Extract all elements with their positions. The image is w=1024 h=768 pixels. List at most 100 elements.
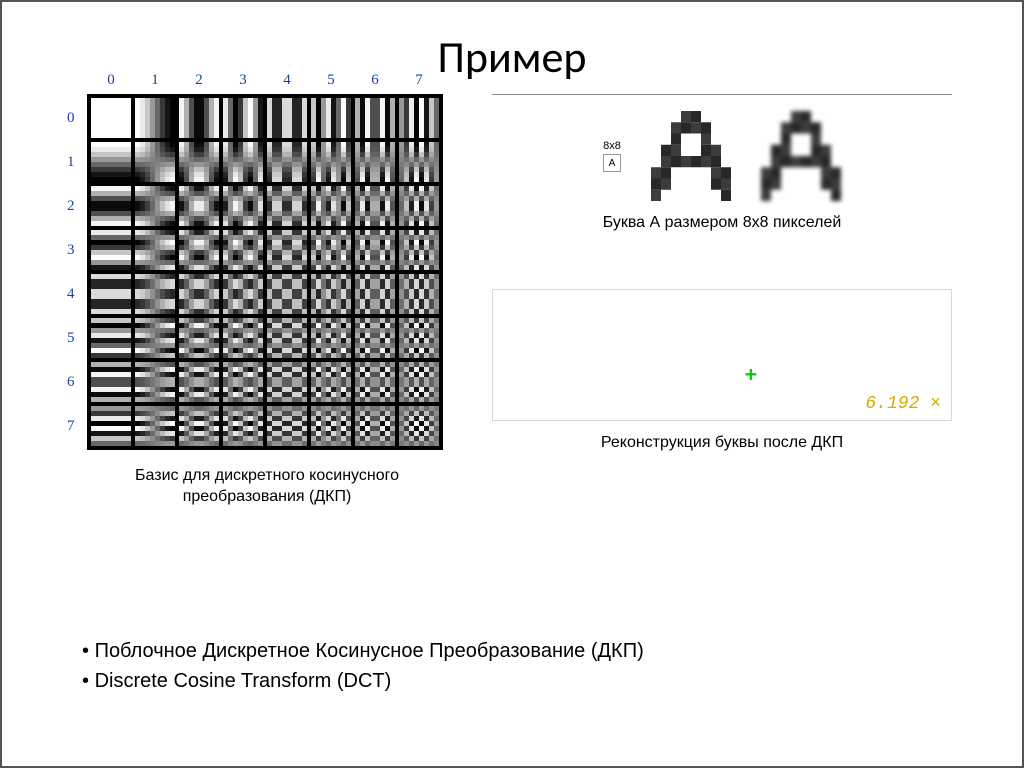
dct-basis-cell — [355, 406, 395, 446]
dct-basis-cell — [179, 274, 219, 314]
dct-basis-grid: 01234567 01234567 — [87, 94, 447, 454]
dct-basis-cell — [135, 274, 175, 314]
dct-basis-cell — [267, 274, 307, 314]
reconstruction-caption: Реконструкция буквы после ДКП — [492, 433, 952, 454]
dct-basis-cell — [223, 230, 263, 270]
dct-basis-cell — [267, 186, 307, 226]
dct-basis-cell — [223, 274, 263, 314]
dct-basis-cell — [179, 406, 219, 446]
dct-basis-cell — [223, 98, 263, 138]
dct-basis-cell — [355, 318, 395, 358]
dct-axis-left: 01234567 — [67, 98, 75, 446]
axis-label: 0 — [67, 98, 75, 138]
axis-label: 4 — [267, 72, 307, 89]
dct-basis-cell — [399, 406, 439, 446]
dct-basis-cell — [399, 98, 439, 138]
axis-label: 6 — [355, 72, 395, 89]
dct-basis-cell — [399, 318, 439, 358]
dct-basis-cell — [399, 186, 439, 226]
dct-basis-cell — [267, 406, 307, 446]
dct-basis-cell — [223, 406, 263, 446]
axis-label: 2 — [179, 72, 219, 89]
small-label: 8x8 — [603, 140, 621, 152]
dct-basis-cell — [355, 186, 395, 226]
axis-label: 3 — [67, 230, 75, 270]
dct-basis-cell — [311, 142, 351, 182]
dct-basis-cell — [399, 142, 439, 182]
dct-panel: 01234567 01234567 Базис для дискретного … — [72, 94, 462, 508]
letter-a-caption: Буква А размером 8х8 пикселей — [492, 213, 952, 234]
dct-basis-cell — [91, 230, 131, 270]
dct-basis-cell — [355, 142, 395, 182]
dct-basis-cell — [223, 142, 263, 182]
dct-basis-cell — [135, 186, 175, 226]
dct-basis-cell — [91, 142, 131, 182]
letter-a-panel: 8x8 A Буква А размером 8х8 пикселей — [492, 94, 952, 281]
dct-basis-cell — [179, 186, 219, 226]
dct-basis-cell — [267, 230, 307, 270]
dct-basis-cell — [91, 98, 131, 138]
dct-basis-cell — [267, 318, 307, 358]
dct-basis-cell — [135, 318, 175, 358]
axis-label: 5 — [311, 72, 351, 89]
axis-label: 0 — [91, 72, 131, 89]
axis-label: 2 — [67, 186, 75, 226]
dct-basis-cell — [223, 186, 263, 226]
dct-basis-cell — [311, 274, 351, 314]
small-a-box: A — [603, 154, 621, 172]
content-row: 01234567 01234567 Базис для дискретного … — [2, 94, 1022, 508]
dct-basis-cell — [135, 406, 175, 446]
dct-basis-cell — [311, 230, 351, 270]
dct-basis-cell — [267, 142, 307, 182]
slide: Пример 01234567 01234567 Базис для дискр… — [0, 0, 1024, 768]
dct-basis-cell — [355, 230, 395, 270]
dct-basis-cell — [311, 362, 351, 402]
axis-label: 5 — [67, 318, 75, 358]
dct-basis-cell — [355, 362, 395, 402]
reconstruction-frame: + 6.192 × — [492, 289, 952, 421]
dct-basis-cell — [311, 98, 351, 138]
dct-basis-cell — [311, 186, 351, 226]
axis-label: 1 — [135, 72, 175, 89]
dct-basis-cell — [135, 362, 175, 402]
dct-basis-cell — [311, 406, 351, 446]
dct-basis-cell — [355, 274, 395, 314]
dct-basis-cell — [179, 98, 219, 138]
dct-basis-cell — [223, 318, 263, 358]
dct-basis-cell — [179, 142, 219, 182]
dct-axis-top: 01234567 — [91, 72, 439, 89]
dct-caption: Базис для дискретного косинусного преобр… — [72, 466, 462, 508]
dct-basis-cell — [399, 230, 439, 270]
axis-label: 3 — [223, 72, 263, 89]
dct-basis-cell — [267, 362, 307, 402]
pixel-a-icon — [651, 111, 731, 201]
dct-grid — [87, 94, 443, 450]
letter-a-row: 8x8 A — [492, 111, 952, 201]
axis-label: 4 — [67, 274, 75, 314]
bullet-item: Поблочное Дискретное Косинусное Преобраз… — [82, 636, 644, 666]
axis-label: 7 — [67, 406, 75, 446]
dct-basis-cell — [135, 142, 175, 182]
axis-label: 1 — [67, 142, 75, 182]
axis-label: 7 — [399, 72, 439, 89]
dct-basis-cell — [311, 318, 351, 358]
dct-basis-cell — [399, 274, 439, 314]
dct-basis-cell — [135, 230, 175, 270]
dct-basis-cell — [135, 98, 175, 138]
dct-basis-cell — [355, 98, 395, 138]
crosshair-icon: + — [745, 362, 757, 386]
dct-basis-cell — [179, 230, 219, 270]
dct-basis-cell — [267, 98, 307, 138]
letter-a-small: 8x8 A — [603, 140, 621, 172]
bullet-list: Поблочное Дискретное Косинусное Преобраз… — [82, 636, 644, 696]
dct-basis-cell — [91, 186, 131, 226]
dct-basis-cell — [399, 362, 439, 402]
dct-basis-cell — [91, 362, 131, 402]
axis-label: 6 — [67, 362, 75, 402]
right-panel: 8x8 A Буква А размером 8х8 пикселей + 6.… — [492, 94, 952, 508]
dct-basis-cell — [91, 274, 131, 314]
bullet-item: Discrete Cosine Transform (DCT) — [82, 666, 644, 696]
zoom-value: 6.192 × — [865, 394, 941, 414]
dct-basis-cell — [179, 362, 219, 402]
blur-a-icon — [761, 111, 841, 201]
